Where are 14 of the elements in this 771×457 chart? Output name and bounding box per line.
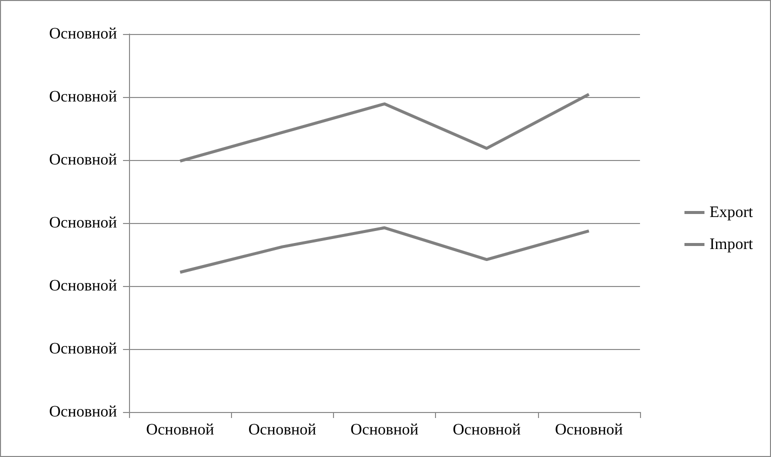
text: Основной [49, 214, 118, 232]
x-tick-label: Основной [350, 422, 419, 438]
text: Основной [49, 152, 118, 168]
text: Основной [49, 278, 118, 294]
x-tick-label: Основной [554, 422, 624, 438]
text: Основной [49, 404, 118, 420]
x-tick-label: Основной [452, 422, 522, 438]
x-tick-label: Основной [248, 422, 317, 438]
text: Основной [49, 340, 118, 358]
legend-label: Export [709, 204, 754, 221]
text: Основной [49, 26, 118, 42]
text: Основной [49, 88, 118, 106]
legend-label: Import [709, 236, 754, 253]
x-tick-label: Основной [146, 422, 214, 438]
